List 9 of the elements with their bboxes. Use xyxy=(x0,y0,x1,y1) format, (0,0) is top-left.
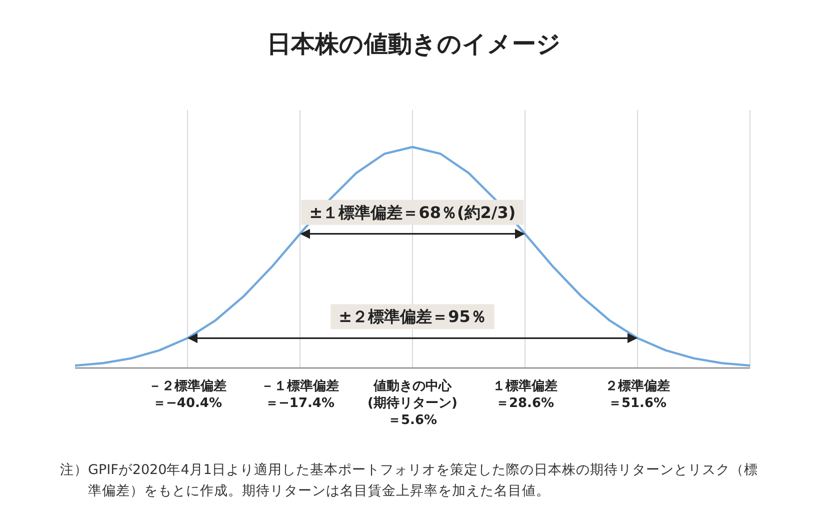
annotation: ±１標準偏差＝68％(約2/3) xyxy=(309,202,516,222)
annotation: ±２標準偏差＝95％ xyxy=(338,307,486,326)
x-tick-label: １標準偏差＝28.6% xyxy=(492,379,558,411)
chart-title: 日本株の値動きのイメージ xyxy=(267,30,561,58)
text: 注）GPIFが2020年4月1日より適用した基本ポートフォリオを策定した際の日本株の期待リターンとリスク（標準偏差）をもとに作成。期待リターンは名目賃金上昇率を加えた名目値。 xyxy=(60,461,759,501)
x-tick-label: 値動きの中心(期待リターン)＝5.6% xyxy=(368,378,458,428)
x-tick-label: ２標準偏差＝51.6% xyxy=(605,379,670,411)
x-tick-label: －１標準偏差＝−17.4% xyxy=(261,379,339,411)
x-tick-label: －２標準偏差＝−40.4% xyxy=(148,379,226,411)
